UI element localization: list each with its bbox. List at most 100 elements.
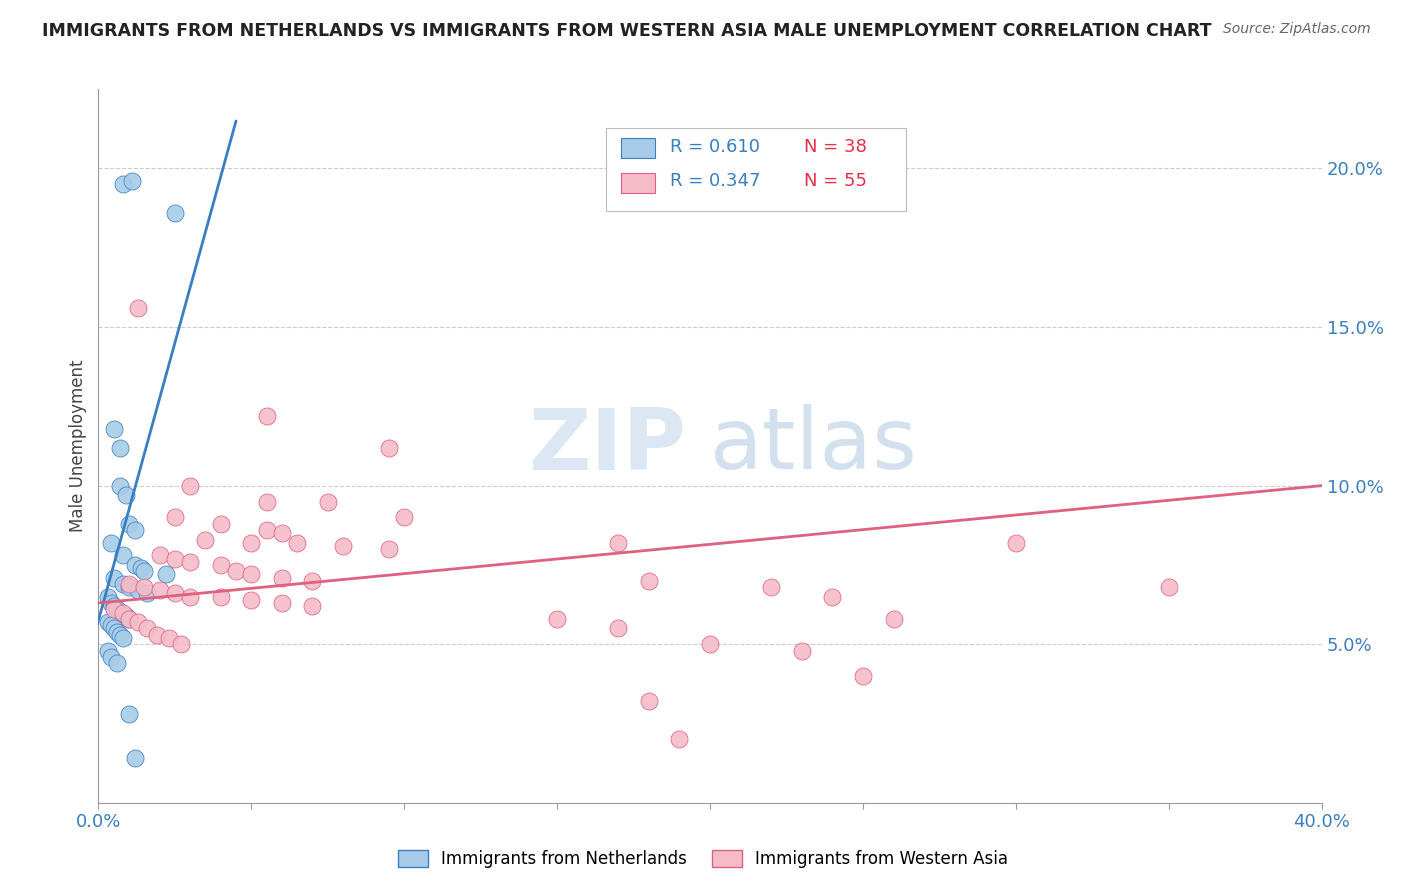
Text: R = 0.347: R = 0.347: [669, 172, 761, 190]
Text: atlas: atlas: [710, 404, 918, 488]
Point: [127, 301, 149, 315]
Point: [136, 621, 159, 635]
Point: [108, 441, 131, 455]
Point: [118, 706, 141, 721]
Point: [301, 574, 323, 588]
Point: [225, 564, 247, 578]
Point: [163, 510, 186, 524]
Point: [134, 580, 156, 594]
Point: [111, 549, 134, 563]
Point: [115, 488, 138, 502]
Point: [852, 669, 875, 683]
Point: [100, 596, 122, 610]
Point: [270, 571, 292, 585]
Point: [127, 583, 149, 598]
Point: [157, 631, 180, 645]
Point: [378, 542, 401, 557]
Point: [118, 580, 141, 594]
Point: [392, 510, 416, 524]
Point: [790, 643, 813, 657]
FancyBboxPatch shape: [606, 128, 905, 211]
Point: [103, 621, 125, 635]
Point: [134, 564, 156, 578]
Point: [179, 590, 201, 604]
Bar: [620, 173, 655, 193]
Point: [1157, 580, 1180, 594]
Point: [149, 583, 172, 598]
Point: [256, 409, 278, 423]
Point: [108, 478, 131, 492]
Point: [699, 637, 721, 651]
Point: [124, 751, 146, 765]
Point: [256, 523, 278, 537]
Point: [194, 533, 217, 547]
Point: [115, 608, 138, 623]
Point: [332, 539, 354, 553]
Point: [97, 615, 120, 629]
Text: Source: ZipAtlas.com: Source: ZipAtlas.com: [1223, 22, 1371, 37]
Point: [103, 602, 125, 616]
Point: [111, 606, 134, 620]
Point: [240, 592, 263, 607]
Point: [118, 516, 141, 531]
Point: [100, 649, 122, 664]
Point: [111, 178, 134, 192]
Point: [97, 643, 120, 657]
Point: [103, 571, 125, 585]
Legend: Immigrants from Netherlands, Immigrants from Western Asia: Immigrants from Netherlands, Immigrants …: [391, 843, 1015, 875]
Point: [118, 612, 141, 626]
Point: [105, 624, 128, 639]
Point: [149, 549, 172, 563]
Text: N = 38: N = 38: [804, 138, 868, 156]
Point: [127, 615, 149, 629]
Point: [163, 551, 186, 566]
Point: [108, 628, 131, 642]
Point: [118, 612, 141, 626]
Point: [209, 590, 232, 604]
Bar: [620, 138, 655, 159]
Point: [607, 621, 630, 635]
Point: [97, 590, 120, 604]
Text: N = 55: N = 55: [804, 172, 868, 190]
Point: [668, 732, 690, 747]
Point: [270, 526, 292, 541]
Point: [103, 599, 125, 614]
Point: [145, 628, 167, 642]
Point: [100, 535, 122, 549]
Point: [170, 637, 193, 651]
Point: [1004, 535, 1026, 549]
Point: [240, 535, 263, 549]
Point: [209, 516, 232, 531]
Point: [155, 567, 177, 582]
Point: [118, 577, 141, 591]
Point: [105, 602, 128, 616]
Point: [111, 631, 134, 645]
Point: [124, 558, 146, 572]
Point: [108, 606, 131, 620]
Point: [124, 523, 146, 537]
Point: [637, 574, 661, 588]
Point: [209, 558, 232, 572]
Point: [103, 421, 125, 435]
Point: [316, 494, 339, 508]
Point: [105, 657, 128, 671]
Point: [121, 174, 143, 188]
Point: [546, 612, 568, 626]
Point: [179, 555, 201, 569]
Point: [163, 206, 186, 220]
Text: R = 0.610: R = 0.610: [669, 138, 759, 156]
Point: [759, 580, 782, 594]
Point: [179, 478, 201, 492]
Point: [285, 535, 308, 549]
Text: ZIP: ZIP: [527, 404, 686, 488]
Text: IMMIGRANTS FROM NETHERLANDS VS IMMIGRANTS FROM WESTERN ASIA MALE UNEMPLOYMENT CO: IMMIGRANTS FROM NETHERLANDS VS IMMIGRANT…: [42, 22, 1212, 40]
Point: [136, 586, 159, 600]
Y-axis label: Male Unemployment: Male Unemployment: [69, 359, 87, 533]
Point: [240, 567, 263, 582]
Point: [163, 586, 186, 600]
Point: [301, 599, 323, 614]
Point: [111, 577, 134, 591]
Point: [637, 694, 661, 708]
Point: [821, 590, 844, 604]
Point: [100, 618, 122, 632]
